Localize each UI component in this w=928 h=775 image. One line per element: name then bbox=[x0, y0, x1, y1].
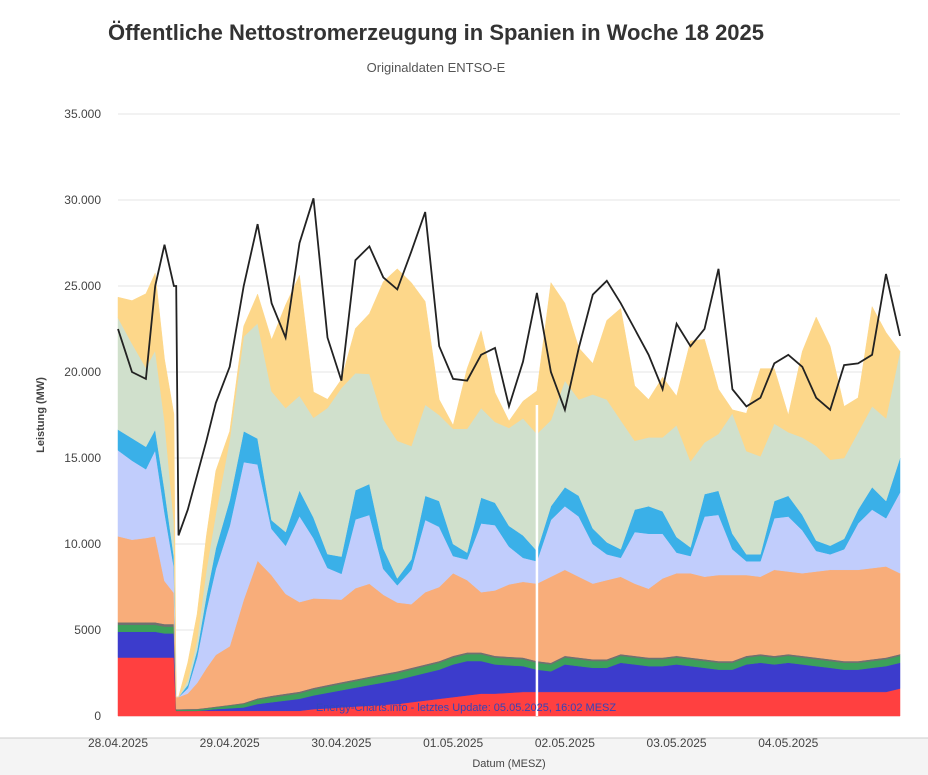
x-tick-label: 28.04.2025 bbox=[88, 736, 148, 750]
y-tick-label: 25.000 bbox=[64, 279, 101, 293]
y-axis-title: Leistung (MW) bbox=[35, 377, 47, 453]
x-tick-label: 30.04.2025 bbox=[311, 736, 371, 750]
y-tick-label: 30.000 bbox=[64, 193, 101, 207]
x-tick-label: 04.05.2025 bbox=[758, 736, 818, 750]
x-axis-ticks: 28.04.2025 29.04.2025 30.04.2025 01.05.2025… bbox=[88, 736, 819, 750]
y-tick-label: 5000 bbox=[74, 623, 101, 637]
y-tick-label: 10.000 bbox=[64, 537, 101, 551]
x-tick-label: 01.05.2025 bbox=[423, 736, 483, 750]
x-axis-title: Datum (MESZ) bbox=[472, 758, 545, 770]
y-tick-label: 0 bbox=[94, 709, 101, 723]
y-tick-label: 15.000 bbox=[64, 451, 101, 465]
x-axis-band bbox=[0, 738, 928, 775]
y-axis-ticks: 0 5000 10.000 15.000 20.000 25.000 30.000 35.00… bbox=[64, 107, 101, 723]
stacked-areas bbox=[117, 268, 901, 717]
x-tick-label: 03.05.2025 bbox=[647, 736, 707, 750]
x-tick-label: 02.05.2025 bbox=[535, 736, 595, 750]
chart-title: Öffentliche Nettostromerzeugung in Spani… bbox=[108, 20, 764, 45]
x-tick-label: 29.04.2025 bbox=[200, 736, 260, 750]
y-tick-label: 35.000 bbox=[64, 107, 101, 121]
credit-text: Energy-Charts.info - letztes Update: 05.… bbox=[316, 702, 616, 714]
chart-subtitle: Originaldaten ENTSO-E bbox=[367, 60, 506, 75]
area-solar-thermie bbox=[117, 268, 901, 698]
y-tick-label: 20.000 bbox=[64, 365, 101, 379]
load-line bbox=[117, 198, 901, 536]
